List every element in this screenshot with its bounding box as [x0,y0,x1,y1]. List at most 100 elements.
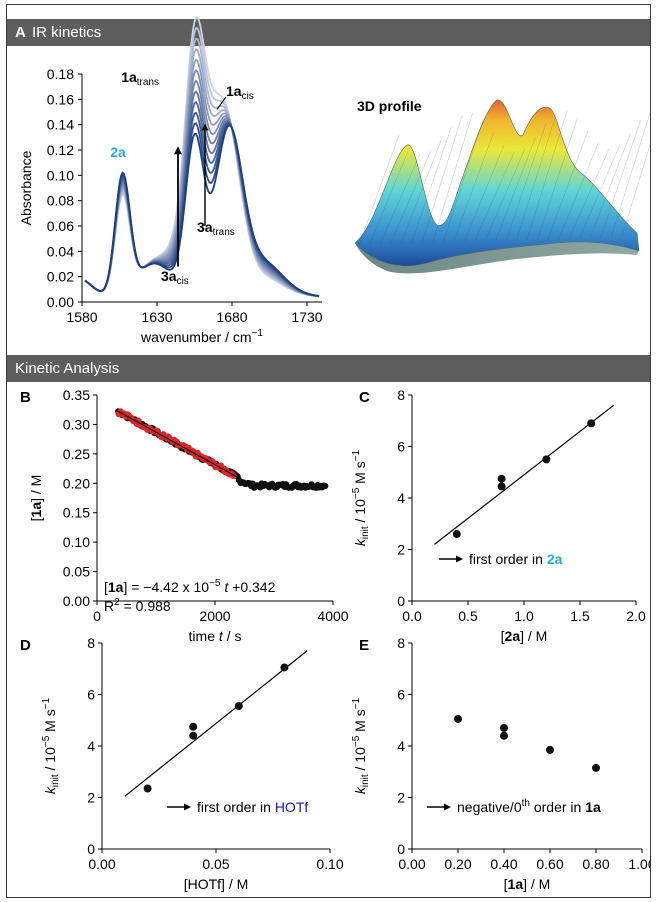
grid-line-3d [568,148,610,240]
kinit-axis-label: kinit / 10−5 M s−1 [351,697,371,794]
e-x-tick-label: 0.00 [398,856,425,872]
b-x-tick-label: 0 [93,608,101,624]
e-y-tick-label: 4 [397,738,405,754]
annotation-arrow-head [184,803,191,811]
e-data-point [500,723,508,732]
a-y-tick-label: 0.14 [47,117,74,133]
grid-line-3d [390,151,431,245]
peak-label-1a-cis: 1acis [226,83,254,102]
c-data-point [452,530,461,539]
c-x-axis-label: [2a] / M [501,628,548,644]
kinetics-b-chart: 0.00 0.05 0.10 0.15 0.20 0.25 0.30 0.35 0 2000 400… [28,387,349,644]
grid-line-3d [537,117,578,240]
grid-line-3d [495,137,536,242]
e-data-point [500,731,508,740]
c-data-point [587,419,596,428]
ir-spectra-chart: 0.00 0.02 0.04 0.06 0.08 0.10 0.12 0.14 0.16 0.18… [18,16,323,345]
e-data-point [592,763,600,772]
e-y-tick-label: 8 [397,635,405,651]
e-x-tick-label: 0.40 [490,856,517,872]
ir-spectrum-line [84,48,320,298]
b-y-tick-label: 0.20 [63,475,90,491]
grid-line-3d [442,119,484,243]
kinit-axis-label: kinit / 10−5 M s−1 [41,697,61,794]
d-data-point [280,663,289,672]
b-y-tick-label: 0.30 [63,416,90,432]
b-x-tick-label: 2000 [199,608,230,624]
grid-line-3d [369,147,410,245]
panel-letter-b: B [20,389,31,406]
grid-line-3d [558,142,599,240]
d-fit-line [124,650,308,797]
d-x-tick-label: 0.05 [202,856,229,872]
b-y-tick-label: 0.05 [63,564,90,580]
b-y-tick-label: 0.35 [63,387,90,403]
a-y-tick-label: 0.02 [47,269,74,285]
c-x-tick-label: 0.5 [458,608,478,624]
b-y-axis-label: [1a] / M [28,475,44,522]
b-y-tick-label: 0.10 [63,534,90,550]
grid-line-3d [484,148,526,242]
c-y-tick-label: 6 [397,439,405,455]
c-x-tick-label: 2.0 [626,608,646,624]
pointer-1a-cis [216,96,227,110]
section-title-kinetic: Kinetic Analysis [15,360,120,377]
grid-line-3d [600,120,641,239]
kinetics-e-chart: 0 2 4 6 8 0.00 0.20 0.40 0.60 0.80 1.00 kinit / 10−… [351,635,650,892]
grid-line-3d [411,126,452,244]
b-y-tick-label: 0.25 [63,446,90,462]
d-y-tick-label: 6 [87,687,95,703]
e-y-tick-label: 2 [397,790,405,806]
c-x-tick-label: 0.0 [402,608,422,624]
d-data-point [143,784,152,793]
kinetics-d-chart: 0 2 4 6 8 0.00 0.05 0.10 kinit / 10−5 M s−1 [HOTf… [41,635,344,892]
c-y-tick-label: 8 [397,387,405,403]
a-x-tick-label: 1730 [291,309,322,325]
c-x-tick-label: 1.5 [570,608,590,624]
c-y-tick-label: 0 [397,593,405,609]
surface-3d-side [355,241,639,274]
a-x-tick-label: 1680 [216,309,247,325]
ir-3d-profile: 3D profile [354,98,650,274]
grid-line-3d [589,134,631,239]
kinit-axis-label: kinit / 10−5 M s−1 [351,449,371,546]
panel-letter-e: E [359,637,370,654]
a-x-tick-label: 1630 [141,309,172,325]
e-data-point [454,714,462,723]
e-x-tick-label: 0.60 [536,856,563,872]
grid-line-3d [505,123,547,241]
b-data-point [321,482,329,490]
d-data-point [234,702,243,711]
grid-line-3d [358,134,400,246]
grid-line-3d [474,151,515,242]
b-y-tick-label: 0.00 [63,593,90,609]
a-y-tick-label: 0.00 [47,294,74,310]
a-y-tick-label: 0.16 [47,91,74,107]
c-x-tick-label: 1.0 [514,608,534,624]
arrow-3a-trans-head [201,123,209,131]
b-r-squared: R2 = 0.988 [104,597,171,614]
e-x-tick-label: 0.80 [582,856,609,872]
d-x-axis-label: [HOTf] / M [184,876,249,892]
section-header-ir: A IR kinetics [7,19,650,46]
grid-line-3d [547,130,589,240]
d-data-point [189,731,198,740]
ir-spectrum-line [84,124,320,297]
a-y-axis-label: Absorbance [18,150,34,225]
d-data-point [189,722,198,731]
arrow-3a-cis-head [174,146,182,155]
section-header-kinetic: Kinetic Analysis [7,355,650,382]
grid-line-3d [516,112,557,241]
b-fit-line [115,409,239,479]
peak-label-3a-cis: 3acis [161,268,189,287]
c-data-point [542,455,551,464]
section-letter-a: A [15,24,26,41]
d-y-tick-label: 8 [87,635,95,651]
e-x-axis-label: [1a] / M [504,876,551,892]
c-data-point [497,474,506,483]
a-y-tick-label: 0.04 [47,243,74,259]
grid-line-3d [421,115,463,244]
e-data-point [546,745,554,754]
a-y-tick-label: 0.06 [47,218,74,234]
a-y-tick-label: 0.12 [47,142,74,158]
